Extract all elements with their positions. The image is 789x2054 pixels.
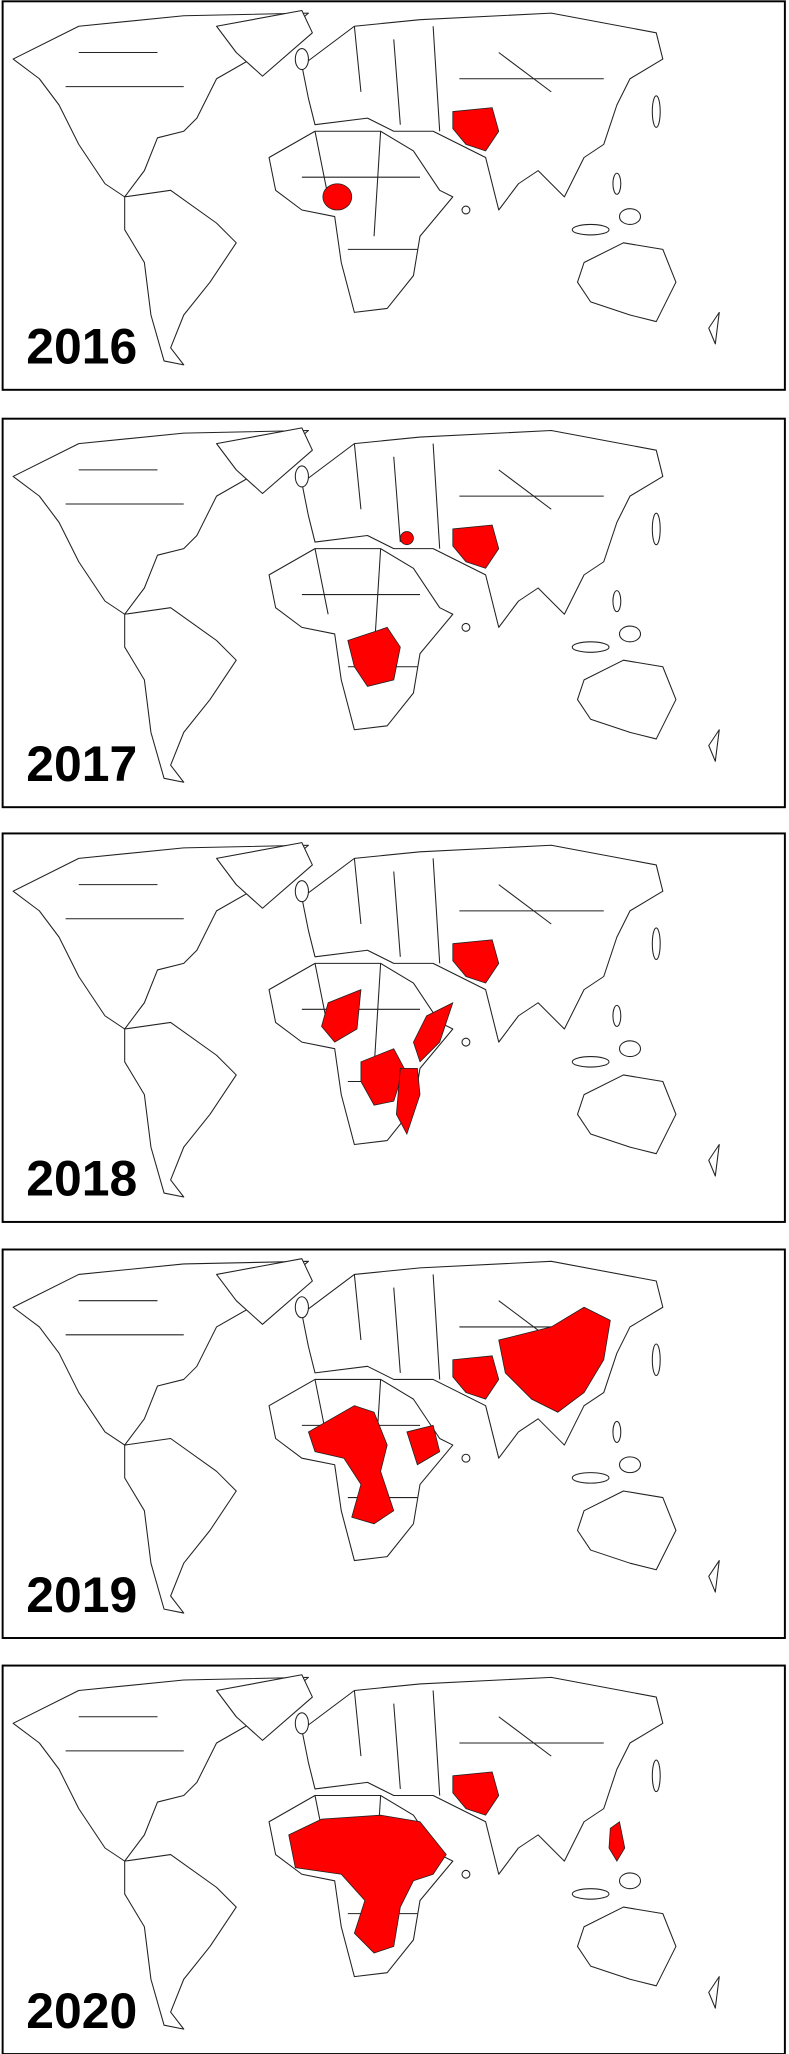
frame — [1, 417, 786, 809]
panel-2017: 2017 — [1, 417, 786, 809]
panel-2016: 2016 — [1, 0, 786, 391]
panel-2020: 2020 — [1, 1664, 786, 2054]
frame — [1, 0, 786, 391]
year-label: 2017 — [26, 736, 137, 792]
year-label: 2018 — [26, 1151, 137, 1207]
frame — [1, 832, 786, 1223]
frame — [1, 1248, 786, 1639]
year-label: 2020 — [26, 1983, 137, 2039]
year-label: 2016 — [26, 319, 137, 375]
year-label: 2019 — [26, 1567, 137, 1623]
panel-2019: 2019 — [1, 1248, 786, 1639]
frame — [1, 1664, 786, 2054]
panel-2018: 2018 — [1, 832, 786, 1223]
